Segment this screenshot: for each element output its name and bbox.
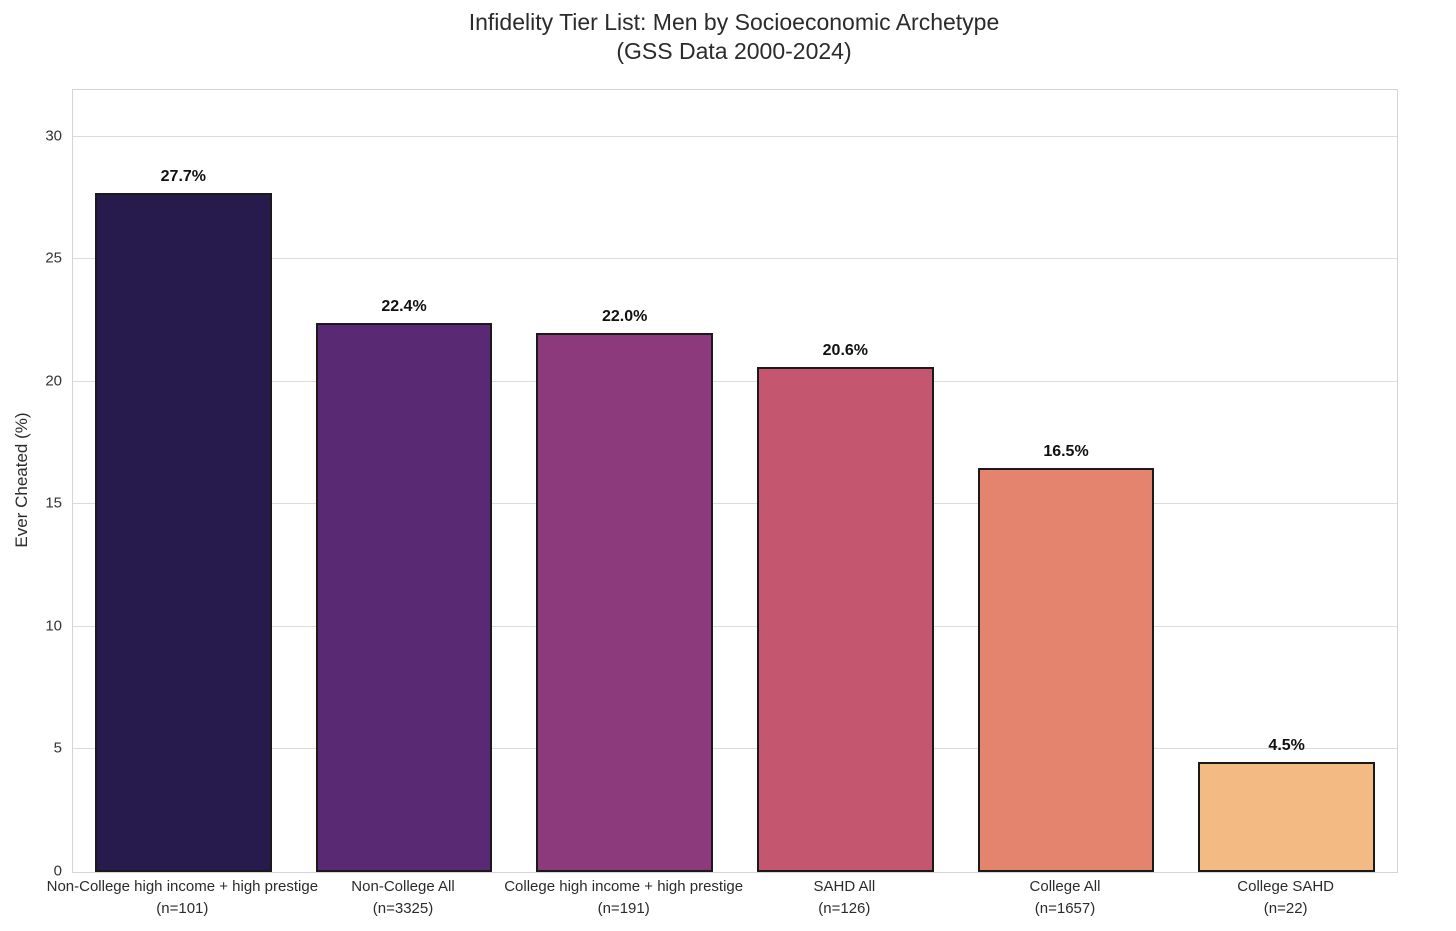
x-tick-sample-size-3: (n=126) (818, 900, 871, 917)
y-tick-label-25: 25 (45, 249, 62, 267)
y-tick-label-10: 10 (45, 617, 62, 635)
x-tick-sample-size-4: (n=1657) (1034, 900, 1096, 917)
bar-3 (757, 367, 934, 872)
bar-5 (1198, 761, 1375, 872)
y-tick-label-5: 5 (53, 739, 62, 757)
bar-value-label-1: 22.4% (381, 297, 427, 315)
x-tick-label-1: Non-College All (n=3325) (351, 876, 454, 920)
x-tick-category-5: College SAHD (1237, 878, 1335, 895)
x-tick-label-2: College high income + high prestige (n=19… (504, 876, 743, 920)
x-tick-category-1: Non-College All (351, 878, 455, 895)
x-tick-category-4: College All (1029, 878, 1101, 895)
x-tick-category-0: Non-College high income + high prestige (46, 878, 319, 895)
chart-title-line1: Infidelity Tier List: Men by Socioeconom… (468, 9, 1000, 35)
y-tick-label-20: 20 (45, 372, 62, 390)
x-tick-label-5: College SAHD (n=22) (1237, 876, 1334, 920)
x-tick-label-3: SAHD All (n=126) (813, 876, 875, 920)
bar-4 (977, 467, 1155, 872)
x-tick-label-4: College All (n=1657) (1030, 876, 1101, 920)
x-tick-category-2: College high income + high prestige (504, 878, 744, 895)
bar-value-label-5: 4.5% (1268, 736, 1305, 754)
chart-title-line2: (GSS Data 2000-2024) (616, 38, 852, 64)
x-tick-sample-size-1: (n=3325) (372, 900, 434, 917)
y-tick-label-30: 30 (45, 127, 62, 145)
gridline-y-30 (73, 135, 1397, 137)
gridline-y-25 (73, 258, 1397, 260)
bar-value-label-4: 16.5% (1043, 442, 1089, 460)
bar-1 (315, 322, 493, 872)
chart-title: Infidelity Tier List: Men by Socioeconom… (72, 8, 1396, 66)
y-tick-label-0: 0 (53, 862, 62, 880)
y-tick-label-15: 15 (45, 494, 62, 512)
plot-area: 27.7% 22.4% 22.0% 20.6% 16.5% 4.5% (72, 89, 1398, 873)
gridline-y-15 (73, 503, 1397, 505)
gridline-y-20 (73, 380, 1397, 382)
gridline-y-5 (73, 748, 1397, 750)
bar-2 (536, 332, 713, 872)
x-tick-sample-size-0: (n=101) (156, 900, 209, 917)
y-axis-ticks: 0 5 10 15 20 25 30 (0, 89, 62, 879)
x-tick-label-0: Non-College high income + high prestige (… (47, 876, 318, 920)
x-tick-sample-size-2: (n=191) (597, 900, 650, 917)
gridline-y-10 (73, 625, 1397, 627)
bar-value-label-0: 27.7% (160, 167, 207, 185)
x-axis-ticks: Non-College high income + high prestige (… (47, 876, 1396, 926)
x-tick-sample-size-5: (n=22) (1263, 900, 1308, 917)
x-tick-category-3: SAHD All (813, 878, 876, 895)
bar-value-label-3: 20.6% (822, 342, 869, 360)
bar-0 (95, 192, 272, 872)
bar-value-label-2: 22.0% (601, 307, 648, 325)
